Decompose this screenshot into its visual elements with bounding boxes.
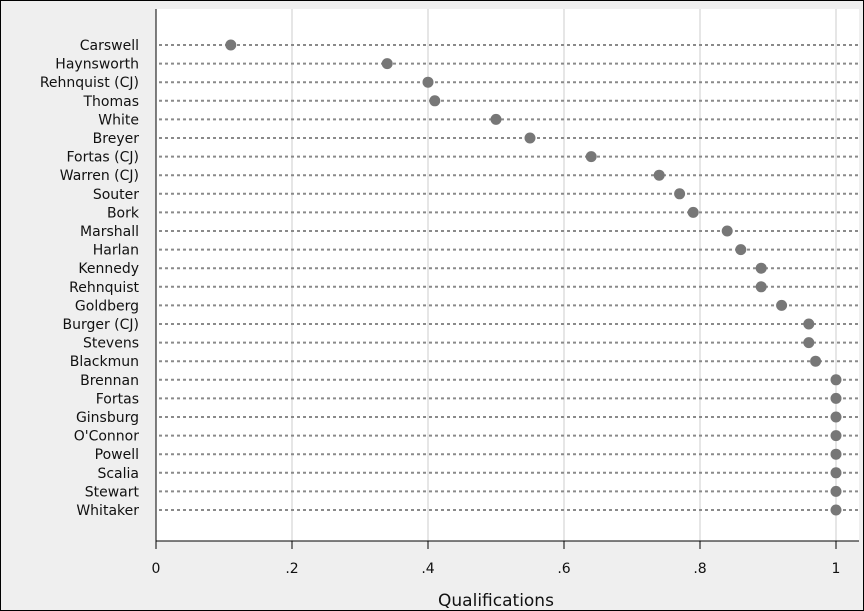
dot-rows: Carswell Haynsworth Rehnquist (CJ) Thomas Wh… xyxy=(40,38,859,519)
x-tick-label: 1 xyxy=(832,561,841,577)
data-point xyxy=(490,113,502,125)
category-label: O'Connor xyxy=(74,429,140,445)
category-label: Stevens xyxy=(83,336,139,352)
category-label: White xyxy=(98,112,139,128)
data-point xyxy=(755,281,767,293)
data-point xyxy=(830,430,842,442)
x-tick-label: .6 xyxy=(557,561,570,577)
grid-lines xyxy=(291,9,837,541)
x-axis-title: Qualifications xyxy=(438,591,554,610)
x-tick-label: .8 xyxy=(693,561,706,577)
category-label: Harlan xyxy=(93,243,139,259)
data-point xyxy=(225,39,237,51)
data-point xyxy=(803,318,815,330)
data-point xyxy=(803,337,815,349)
category-label: Marshall xyxy=(80,224,139,240)
data-point xyxy=(653,169,665,181)
data-point xyxy=(429,95,441,107)
x-tick-label: .2 xyxy=(285,561,298,577)
category-label: Fortas (CJ) xyxy=(66,150,139,166)
data-point xyxy=(830,504,842,516)
x-axis: 0 .2 .4 .6 .8 1 xyxy=(152,9,859,577)
data-point xyxy=(585,151,597,163)
category-label: Rehnquist xyxy=(69,280,139,296)
category-label: Blackmun xyxy=(70,354,139,370)
category-label: Souter xyxy=(93,187,139,203)
data-point xyxy=(830,467,842,479)
data-point xyxy=(687,206,699,218)
data-point xyxy=(830,392,842,404)
data-point xyxy=(524,132,536,144)
category-label: Haynsworth xyxy=(55,57,139,73)
data-point xyxy=(721,225,733,237)
data-point xyxy=(830,485,842,497)
category-label: Scalia xyxy=(97,466,139,482)
category-label: Fortas xyxy=(96,391,139,407)
data-point xyxy=(735,244,747,256)
category-label: Carswell xyxy=(80,38,139,54)
data-point xyxy=(776,299,788,311)
data-point xyxy=(830,411,842,423)
category-label: Rehnquist (CJ) xyxy=(40,75,139,91)
data-point xyxy=(674,188,686,200)
category-label: Ginsburg xyxy=(76,410,139,426)
category-label: Goldberg xyxy=(75,298,139,314)
data-point xyxy=(810,355,822,367)
plot-area xyxy=(156,9,859,541)
category-label: Burger (CJ) xyxy=(62,317,139,333)
category-label: Breyer xyxy=(93,131,140,147)
data-point xyxy=(422,76,434,88)
category-label: Stewart xyxy=(85,484,140,500)
category-label: Powell xyxy=(95,447,139,463)
data-point xyxy=(830,374,842,386)
category-label: Warren (CJ) xyxy=(60,168,139,184)
data-point xyxy=(755,262,767,274)
x-tick-label: .4 xyxy=(421,561,434,577)
category-label: Brennan xyxy=(80,373,139,389)
category-label: Kennedy xyxy=(78,261,139,277)
category-label: Whitaker xyxy=(76,503,139,519)
x-tick-label: 0 xyxy=(152,561,161,577)
data-point xyxy=(381,58,393,70)
data-point xyxy=(830,448,842,460)
category-label: Bork xyxy=(107,205,140,221)
category-label: Thomas xyxy=(82,94,139,110)
